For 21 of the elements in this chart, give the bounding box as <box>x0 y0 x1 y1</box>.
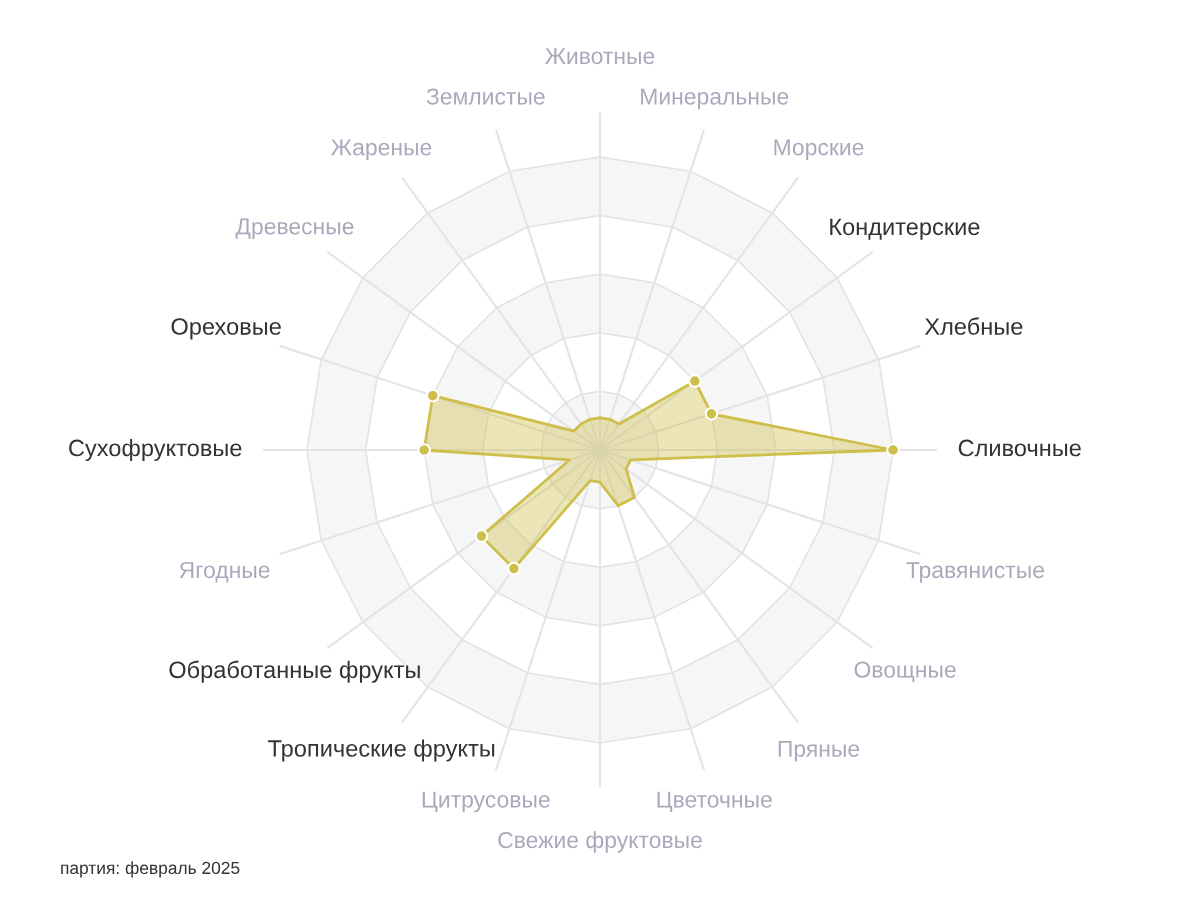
spoke-label: Сухофруктовые <box>69 438 242 461</box>
spoke-label: Травянистые <box>906 562 1044 583</box>
spoke-label: Овощные <box>854 661 956 683</box>
spoke-label: Сливочные <box>958 439 1081 457</box>
spoke-label: Минеральные <box>641 88 789 110</box>
spoke-label: Жареные <box>331 139 432 160</box>
spoke-label: Цветочные <box>657 791 772 813</box>
text: партия: февраль 2025 <box>61 861 240 878</box>
spoke-label: Тропические фрукты <box>268 739 495 762</box>
spoke-label: Хлебные <box>924 317 1023 335</box>
spoke-label: Животные <box>545 48 655 65</box>
spoke-label: Ягодные <box>179 562 270 583</box>
spoke-label: Кондитерские <box>830 218 980 240</box>
spoke-label: Древесные <box>235 218 354 240</box>
spoke-label: Пряные <box>778 740 860 762</box>
spoke-label: Морские <box>774 139 864 160</box>
spoke-label: Землистые <box>426 88 545 105</box>
spoke-label: Ореховые <box>171 318 281 340</box>
spoke-label: Свежие фруктовые <box>498 831 702 853</box>
spoke-label: Обработанные фрукты <box>169 660 420 683</box>
spoke-label: Цитрусовые <box>422 791 550 813</box>
